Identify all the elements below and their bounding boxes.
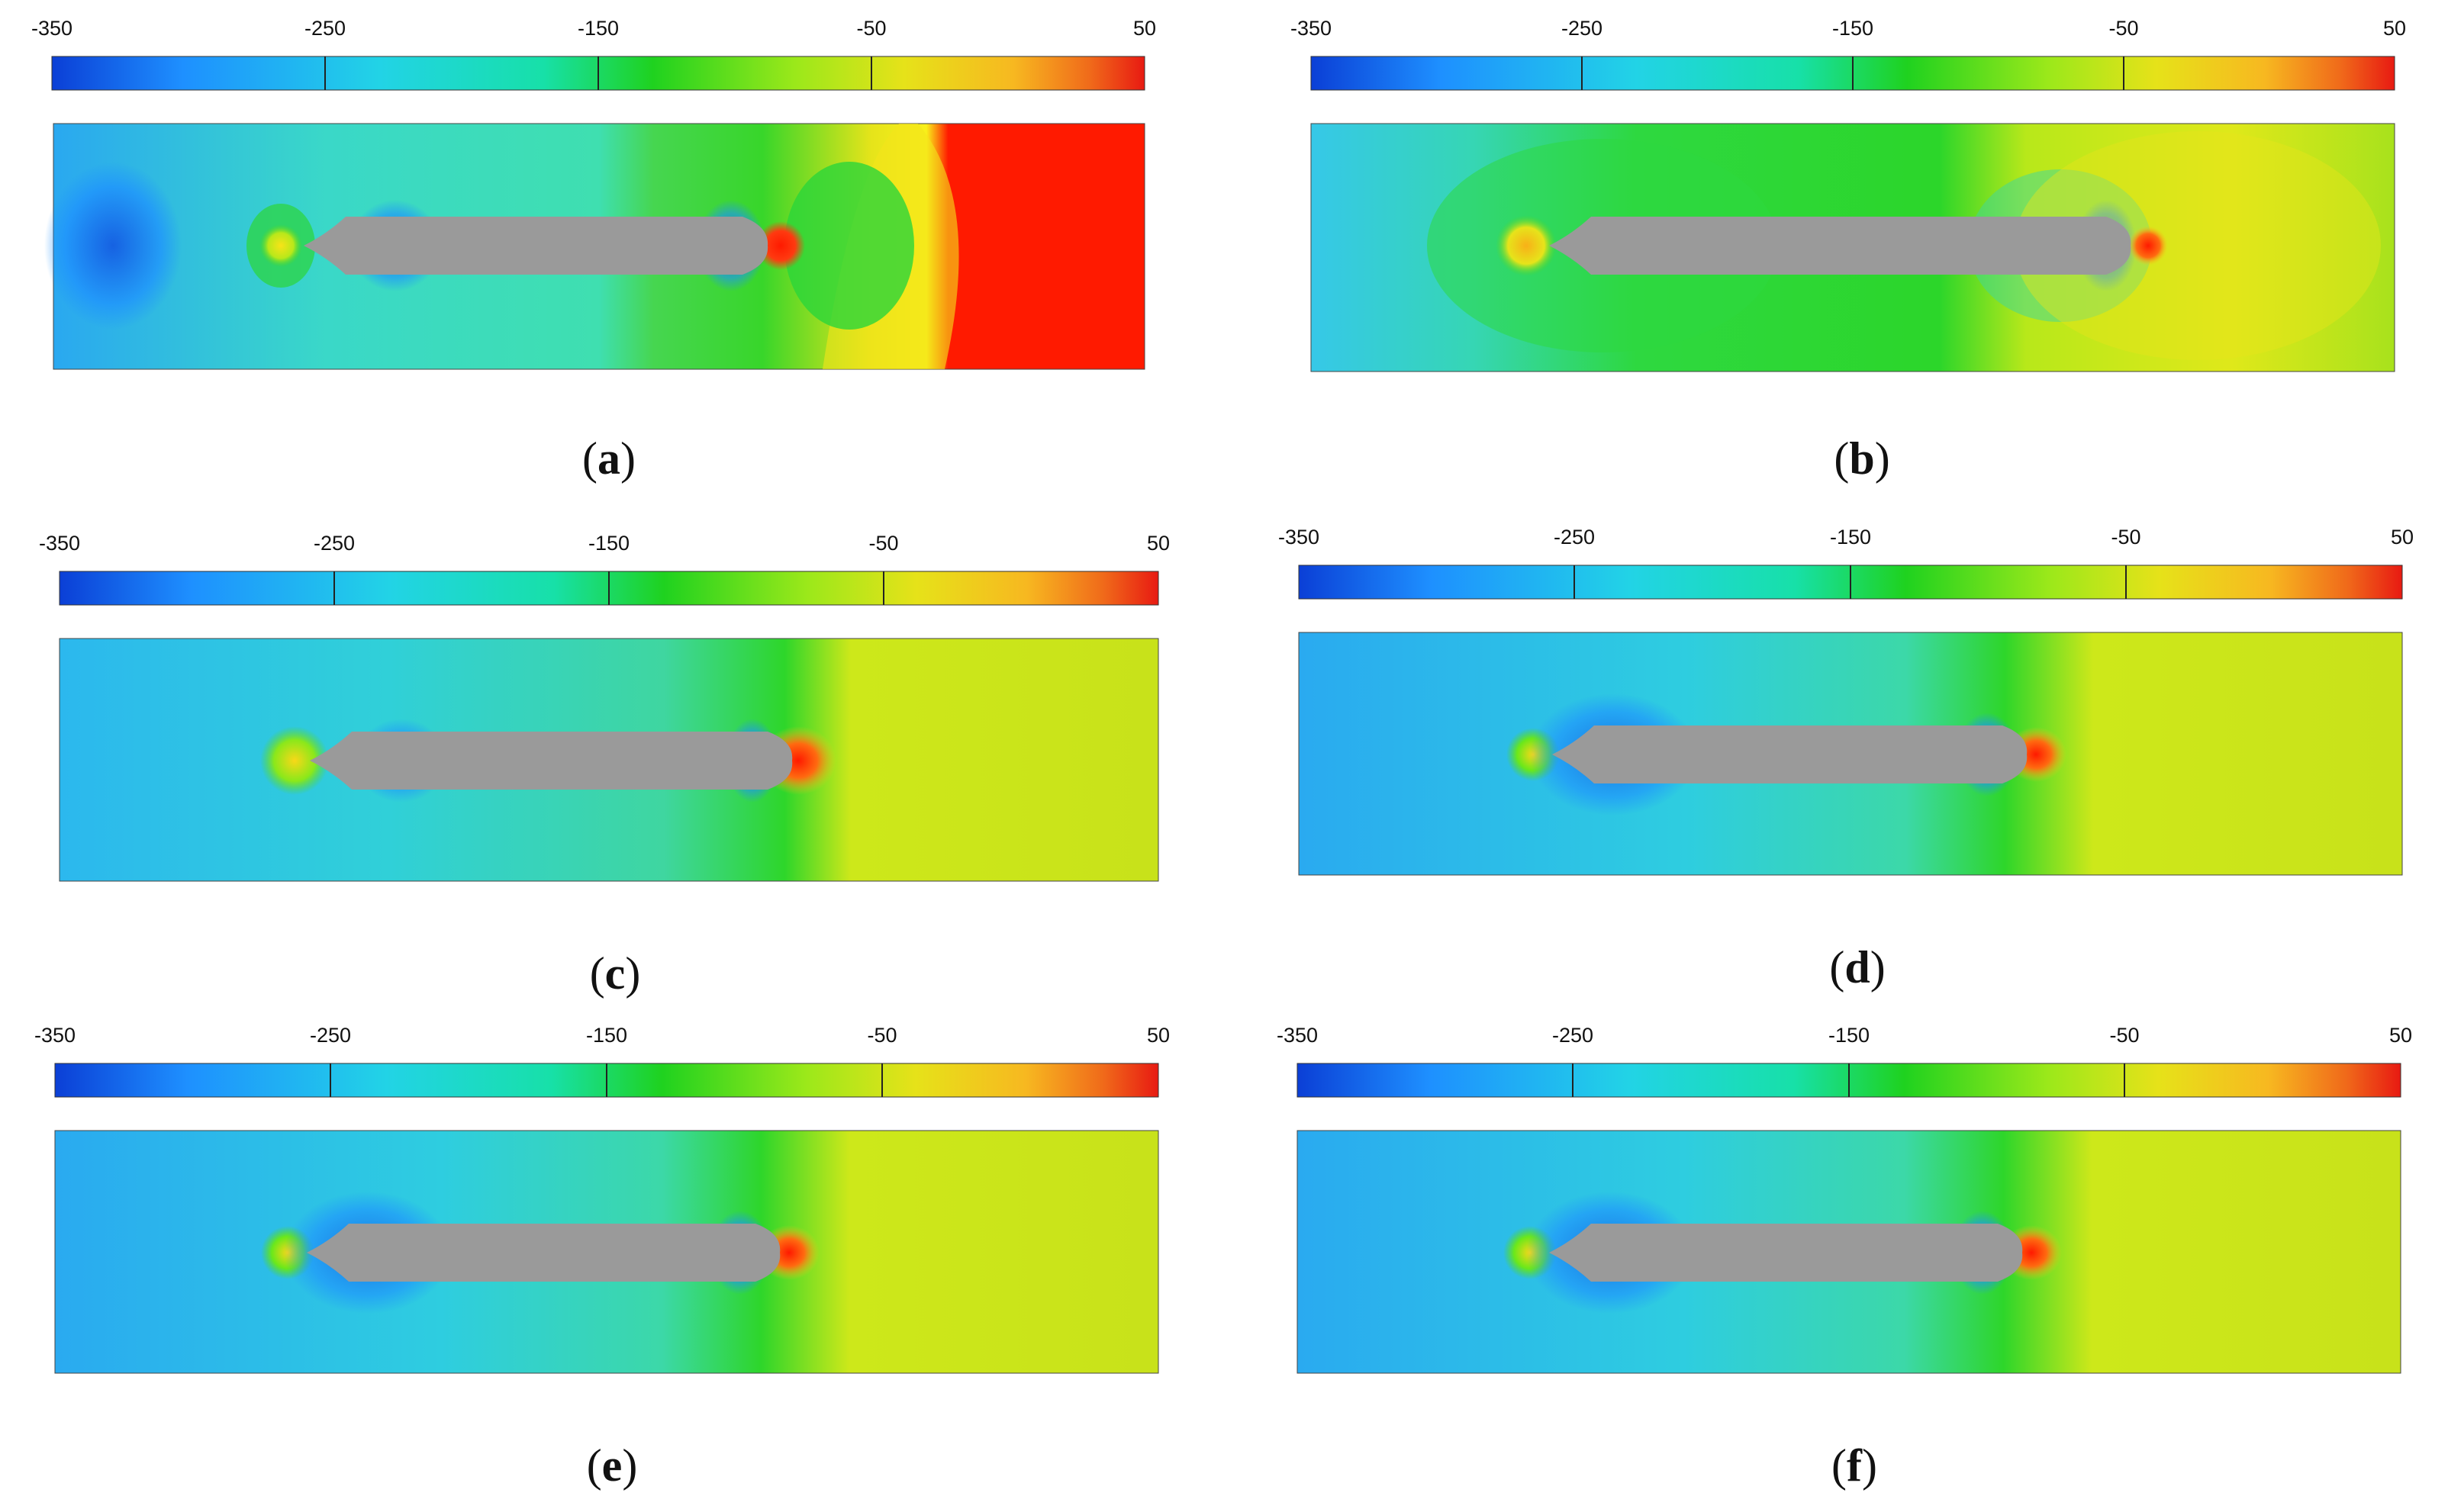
colorbar-tick-label: -350 <box>1277 526 1320 549</box>
colorbar-tick-label: -150 <box>1829 526 1872 549</box>
colorbar-tick-label: -150 <box>577 17 620 40</box>
colorbar-tick-label: -50 <box>868 532 899 555</box>
colorbar-tick-label: 50 <box>2388 1024 2413 1047</box>
colorbar-tick-label: -350 <box>34 1024 76 1047</box>
colorbar-tick-label: -250 <box>304 17 346 40</box>
colorbar-tick-label: -350 <box>1276 1024 1319 1047</box>
colorbar-tick-label: 50 <box>1132 17 1157 40</box>
panel-caption: (f) <box>1831 1440 1877 1491</box>
colorbar-tick-label: 50 <box>2382 17 2407 40</box>
contour-panel-e: -350 -250 -150 -50 50 (e) <box>34 1024 1177 1512</box>
pressure-field <box>54 1063 1159 1374</box>
panel-caption: (d) <box>1829 942 1886 992</box>
colorbar-tick-label: -250 <box>313 532 356 555</box>
panel-caption: (e) <box>586 1440 638 1491</box>
colorbar-tick-label: -350 <box>31 17 73 40</box>
contour-panel-d: -350 -250 -150 -50 50 (d) <box>1278 526 2422 1014</box>
panel-caption: (b) <box>1834 433 1890 484</box>
colorbar-tick-label: -150 <box>588 532 630 555</box>
colorbar-tick-label: -50 <box>2111 526 2141 549</box>
pressure-field <box>59 571 1159 882</box>
pressure-field <box>1310 56 2395 372</box>
colorbar-tick-label: -350 <box>1290 17 1332 40</box>
colorbar-tick-label: -50 <box>867 1024 897 1047</box>
colorbar-tick-label: -250 <box>1561 17 1603 40</box>
colorbar-tick-label: -250 <box>1553 526 1596 549</box>
contour-panel-f: -350 -250 -150 -50 50 (f) <box>1277 1024 2419 1512</box>
colorbar-tick-label: 50 <box>2390 526 2414 549</box>
colorbar-tick-label: -150 <box>1828 1024 1870 1047</box>
pressure-field <box>1296 1063 2401 1374</box>
contour-panel-b: -350 -250 -150 -50 50 (b) <box>1290 17 2427 505</box>
colorbar-tick-label: -350 <box>38 532 81 555</box>
panel-caption: (a) <box>582 433 636 484</box>
colorbar-tick-label: -250 <box>309 1024 352 1047</box>
colorbar-tick-label: 50 <box>1146 532 1171 555</box>
colorbar-tick-label: 50 <box>1146 1024 1171 1047</box>
colorbar-tick-label: -150 <box>1831 17 1874 40</box>
contour-panel-c: -350 -250 -150 -50 50 (c) <box>39 532 1180 1020</box>
colorbar-tick-label: -250 <box>1551 1024 1594 1047</box>
colorbar-tick-label: -50 <box>2109 1024 2140 1047</box>
colorbar-tick-label: -50 <box>2108 17 2139 40</box>
colorbar-tick-label: -50 <box>856 17 887 40</box>
pressure-field <box>44 56 1145 370</box>
pressure-field <box>1298 565 2403 876</box>
contour-panel-a: -350 -250 -150 -50 50 (a) <box>31 17 1174 505</box>
panel-caption: (c) <box>589 948 641 999</box>
colorbar-tick-label: -150 <box>585 1024 628 1047</box>
